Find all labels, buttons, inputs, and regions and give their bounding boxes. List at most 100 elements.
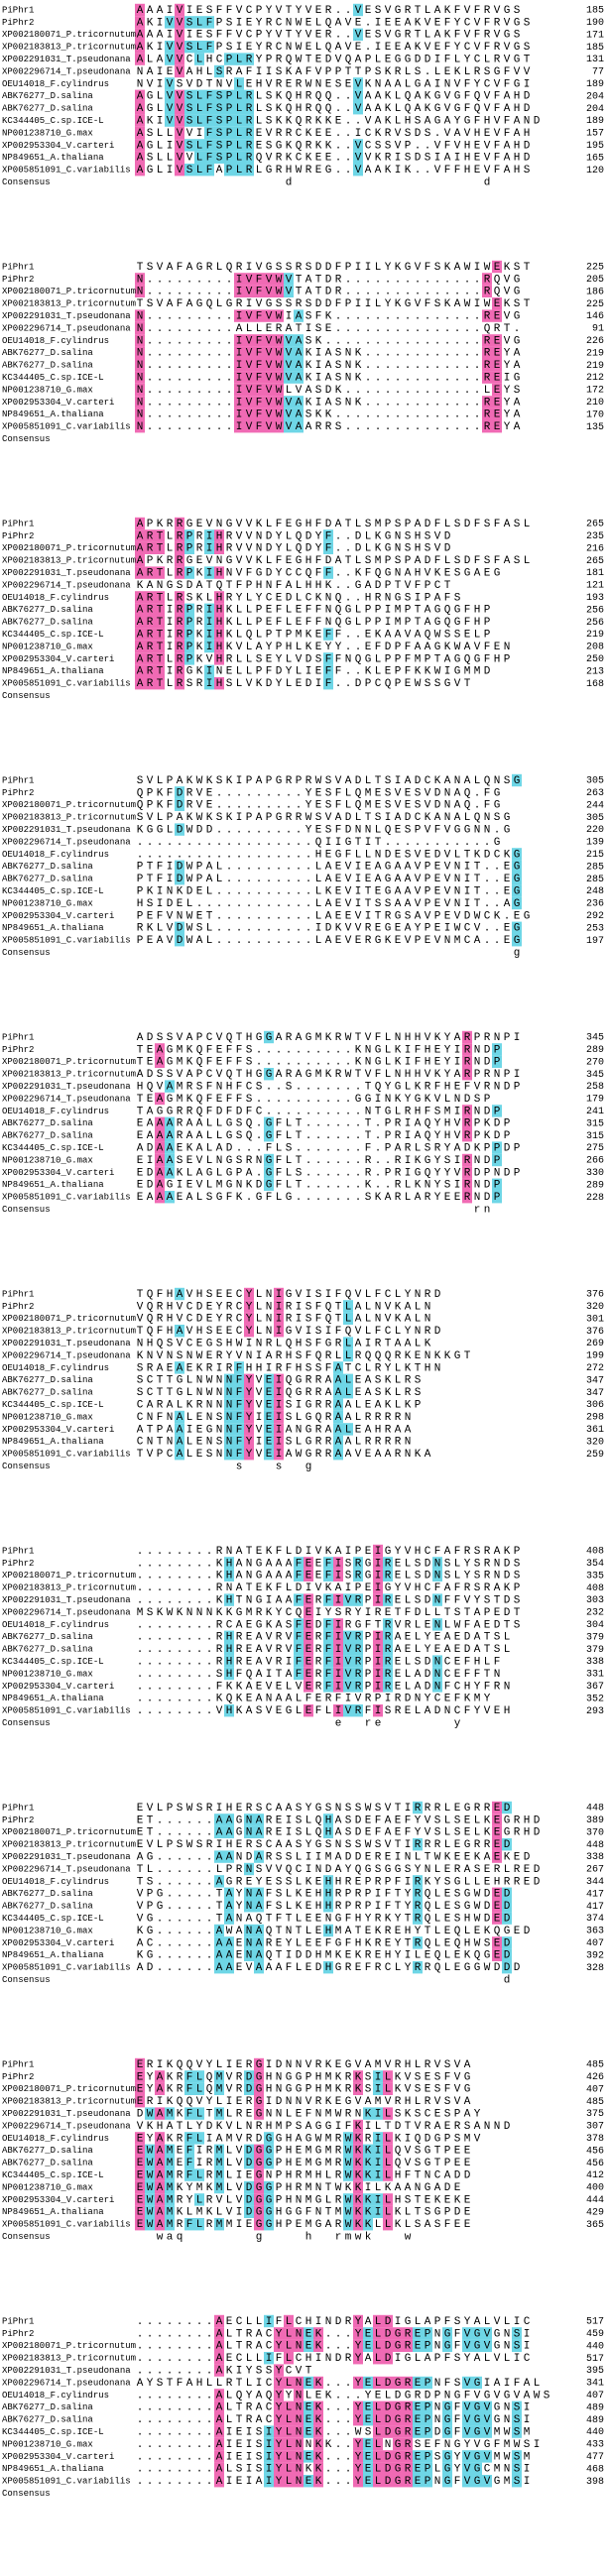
residue-shade (284, 2475, 294, 2488)
residue-shade (482, 2413, 492, 2426)
residue-shade (214, 1961, 224, 1974)
residue-shade (175, 664, 184, 677)
sequence: VQRHVCDEYRCYLNIRISFQTLALNVKALN (137, 1314, 431, 1326)
residue-shade (224, 1961, 234, 1974)
residue-shade (234, 102, 244, 115)
sequence-name: PiPhr2 (2, 1302, 34, 1312)
residue-shade (462, 2475, 472, 2488)
sequence-name: PiPhr1 (2, 775, 34, 785)
sequence-name: NP849651_A.thaliana (2, 1950, 104, 1960)
residue-shade (135, 664, 145, 677)
residue-shade (512, 2413, 522, 2426)
residue-shade (482, 420, 492, 433)
residue-shade (363, 2205, 373, 2218)
sequence-name: XP002291031_T.pseudonana (2, 1339, 131, 1348)
residue-shade (502, 1912, 512, 1925)
residue-shade (304, 1667, 313, 1681)
residue-shade (254, 1961, 264, 1974)
position-number: 379 (586, 1632, 604, 1643)
residue-shade (373, 1557, 383, 1570)
consensus-label: Consensus (2, 434, 51, 444)
residue-shade (155, 1141, 165, 1154)
residue-shade (274, 1423, 284, 1436)
residue-shade (442, 2462, 452, 2475)
residue-shade (254, 334, 264, 347)
residue-shade (492, 1912, 502, 1925)
residue-shade (423, 2327, 432, 2340)
residue-shade (214, 151, 224, 164)
residue-shade (214, 591, 224, 604)
residue-shade (254, 2218, 264, 2231)
residue-shade (175, 798, 184, 811)
consensus: rn (137, 1205, 491, 1217)
residue-shade (155, 2132, 165, 2145)
residue-shade (244, 346, 254, 359)
residue-shade (343, 2205, 353, 2218)
residue-shade (254, 2070, 264, 2083)
residue-shade (294, 1557, 304, 1570)
residue-shade (135, 2193, 145, 2206)
residue-shade (363, 2413, 373, 2426)
residue-shade (234, 1410, 244, 1424)
sequence-name: XP002183813_P.tricornutum (2, 1070, 136, 1080)
residue-shade (145, 591, 155, 604)
residue-shade (383, 2376, 393, 2390)
sequence-name: XP002183813_P.tricornutum (2, 2354, 136, 2364)
residue-shade (432, 1618, 442, 1631)
residue-shade (234, 77, 244, 90)
residue-shade (304, 2339, 313, 2352)
sequence: KGGLDWDD.........YESFDNNLQESPVFVGGNN.G (137, 825, 511, 837)
sequence: AGLVVSLFSPLRLSKQHRQQ..VAAKLQAKGVGFQVFAHD (137, 103, 531, 115)
residue-shade (274, 359, 284, 372)
position-number: 293 (586, 1706, 604, 1717)
sequence-name: XP005851091_C.variabilis (2, 679, 131, 689)
residue-shade (175, 628, 184, 641)
position-number: 378 (586, 2134, 604, 2145)
residue-shade (383, 2218, 393, 2231)
residue-shade (264, 1373, 274, 1386)
residue-shade (313, 2376, 323, 2390)
residue-shade (274, 309, 284, 322)
residue-shade (383, 2400, 393, 2413)
residue-shade (393, 2413, 403, 2426)
residue-shade (194, 16, 204, 29)
position-number: 185 (586, 6, 604, 17)
residue-shade (224, 1373, 234, 1386)
residue-shade (294, 2327, 304, 2340)
residue-shade (135, 2157, 145, 2169)
residue-shade (175, 16, 184, 29)
residue-shade (175, 640, 184, 653)
residue-shade (353, 2462, 363, 2475)
sequence-name: XP002953304_V.carteri (2, 398, 114, 408)
residue-shade (343, 1593, 353, 1606)
sequence-name: XP005851091_C.variabilis (2, 1963, 131, 1973)
position-number: 412 (586, 2170, 604, 2181)
residue-shade (323, 1655, 333, 1668)
sequence-name: XP002953304_V.carteri (2, 2452, 114, 2462)
sequence-name: NP001238710_G.max (2, 2182, 93, 2192)
residue-shade (264, 420, 274, 433)
position-number: 225 (586, 299, 604, 310)
residue-shade (343, 2132, 353, 2145)
sequence: SCTTGLNWNNFYVEIQGRRAALEASKLRS (137, 1375, 422, 1387)
sequence: NVIVSVDTNVLEHVRERWNESEVKNAALGAINVFYCVFGI (137, 78, 531, 90)
residue-shade (165, 2193, 175, 2206)
residue-shade (294, 371, 304, 384)
position-number: 363 (586, 1927, 604, 1937)
residue-shade (135, 2180, 145, 2194)
residue-shade (363, 2327, 373, 2340)
residue-shade (343, 2218, 353, 2231)
residue-shade (353, 2157, 363, 2169)
sequence: ASLLVVIFSPLREVRRCKEE..ICKRVSDS.VAVHEVFAH (137, 128, 531, 140)
residue-shade (224, 1630, 234, 1643)
residue-shade (343, 1680, 353, 1693)
residue-shade (462, 1068, 472, 1081)
consensus: g (137, 948, 521, 960)
residue-shade (502, 1948, 512, 1961)
residue-shade (214, 89, 224, 102)
position-number: 253 (586, 923, 604, 934)
residue-shade (244, 2157, 254, 2169)
sequence-name: XP002180071_P.tricornutum (2, 2341, 136, 2351)
residue-shade (502, 1961, 512, 1974)
residue-shade (353, 2327, 363, 2340)
